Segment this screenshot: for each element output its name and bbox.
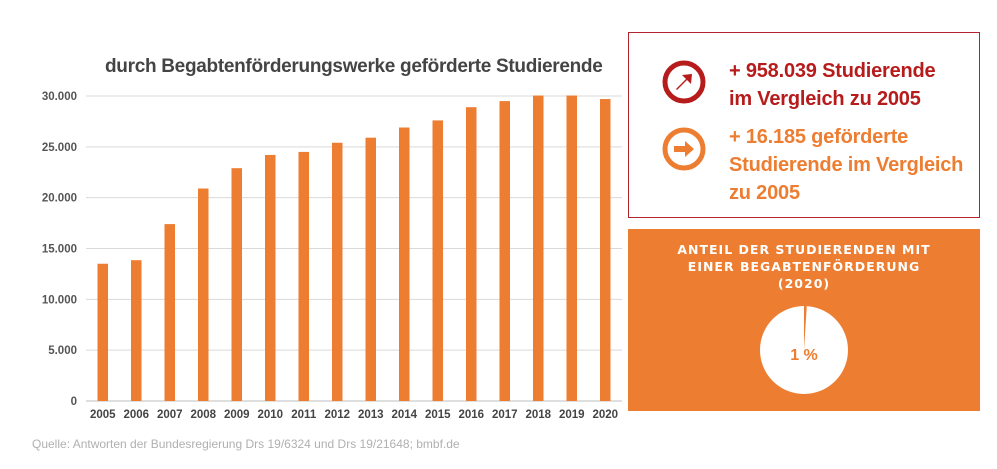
bar-2007 bbox=[164, 224, 175, 401]
bar-2020 bbox=[600, 99, 611, 402]
x-tick-label: 2008 bbox=[190, 409, 216, 421]
chart-title: durch Begabtenförderungswerke geförderte… bbox=[105, 56, 603, 77]
bar-2015 bbox=[432, 120, 443, 402]
x-tick-label: 2006 bbox=[123, 409, 149, 421]
bar-2006 bbox=[131, 260, 142, 401]
x-tick-label: 2013 bbox=[358, 409, 384, 421]
stats-box: + 958.039 Studierende im Vergleich zu 20… bbox=[628, 32, 980, 218]
y-tick-label: 30.000 bbox=[42, 91, 77, 103]
share-title-line1: ANTEIL DER STUDIERENDEN MIT bbox=[677, 242, 931, 257]
bar-2008 bbox=[198, 188, 209, 401]
bar-2014 bbox=[399, 127, 410, 402]
x-tick-label: 2015 bbox=[425, 409, 451, 421]
x-tick-label: 2019 bbox=[559, 409, 585, 421]
bar-2012 bbox=[332, 142, 343, 401]
x-tick-label: 2017 bbox=[492, 409, 518, 421]
arrow-right-circle-icon bbox=[662, 127, 706, 171]
source-note: Quelle: Antworten der Bundesregierung Dr… bbox=[32, 437, 460, 451]
bar-2017 bbox=[499, 101, 510, 401]
stat-total-students: + 958.039 Studierende im Vergleich zu 20… bbox=[729, 57, 936, 113]
y-tick-label: 0 bbox=[71, 396, 77, 408]
y-tick-label: 25.000 bbox=[42, 142, 77, 154]
bar-2011 bbox=[298, 151, 309, 401]
pie-funded-slice bbox=[804, 306, 807, 350]
stat-funded-line2: Studierende im Vergleich bbox=[729, 154, 964, 176]
share-pie-chart bbox=[760, 306, 848, 394]
share-box: ANTEIL DER STUDIERENDEN MIT EINER BEGABT… bbox=[628, 229, 980, 411]
bar-2013 bbox=[365, 137, 376, 401]
x-tick-label: 2020 bbox=[592, 409, 618, 421]
x-tick-label: 2014 bbox=[391, 409, 417, 421]
y-tick-label: 5.000 bbox=[48, 345, 77, 357]
x-tick-label: 2016 bbox=[458, 409, 484, 421]
share-title-line2: EINER BEGABTENFÖRDERUNG bbox=[687, 259, 921, 274]
stat-total-line1: + 958.039 Studierende bbox=[729, 60, 936, 82]
share-title-line3: (2020) bbox=[777, 276, 831, 291]
stat-funded-students: + 16.185 geförderte Studierende im Vergl… bbox=[729, 123, 963, 207]
grid-lines bbox=[86, 95, 622, 402]
arrow-up-right-circle-icon bbox=[662, 60, 706, 104]
bar-2018 bbox=[533, 95, 544, 401]
bar-chart: 0 5.000 10.000 15.000 20.000 25.000 30.000 200… bbox=[42, 91, 622, 421]
y-tick-label: 20.000 bbox=[42, 193, 77, 205]
x-tick-label: 2009 bbox=[224, 409, 250, 421]
y-tick-label: 15.000 bbox=[42, 244, 77, 256]
x-tick-label: 2005 bbox=[90, 409, 116, 421]
stat-funded-line3: zu 2005 bbox=[729, 182, 800, 204]
x-tick-label: 2010 bbox=[257, 409, 283, 421]
bar-2016 bbox=[466, 107, 477, 401]
x-axis-ticks: 2005 2006 2007 2008 2009 2010 2011 2012 2013 2014… bbox=[90, 409, 618, 421]
stat-funded-line1: + 16.185 geförderte bbox=[729, 126, 909, 148]
bar-2010 bbox=[265, 154, 276, 401]
y-axis-ticks: 0 5.000 10.000 15.000 20.000 25.000 30.000 bbox=[42, 91, 77, 408]
x-tick-label: 2011 bbox=[291, 409, 317, 421]
pie-percent-label: 1 % bbox=[790, 347, 818, 364]
x-tick-label: 2012 bbox=[324, 409, 350, 421]
bar-2019 bbox=[566, 95, 577, 401]
bar-2005 bbox=[97, 263, 108, 401]
bar-2009 bbox=[231, 168, 242, 401]
bar-series bbox=[97, 95, 611, 402]
x-tick-label: 2007 bbox=[157, 409, 183, 421]
y-tick-label: 10.000 bbox=[42, 294, 77, 306]
x-tick-label: 2018 bbox=[525, 409, 551, 421]
stat-total-line2: im Vergleich zu 2005 bbox=[729, 88, 921, 110]
share-title: ANTEIL DER STUDIERENDEN MIT EINER BEGABT… bbox=[628, 241, 980, 292]
